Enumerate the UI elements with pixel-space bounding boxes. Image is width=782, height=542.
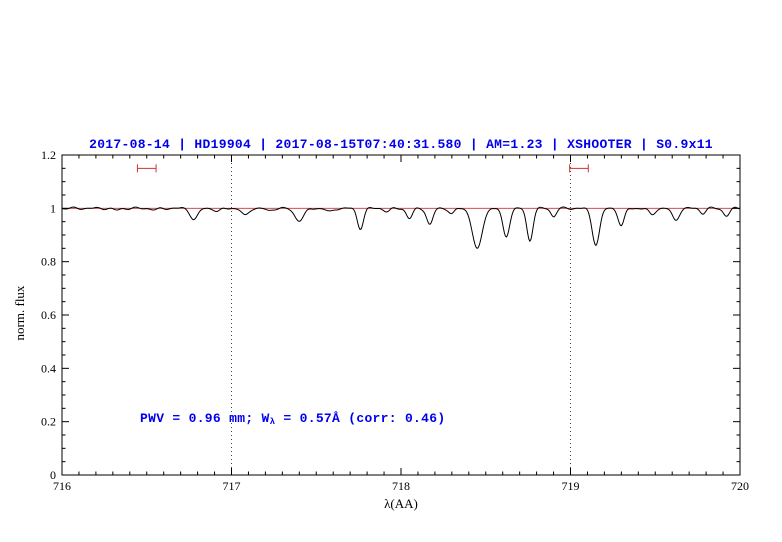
y-tick-label: 0.4 xyxy=(41,361,56,375)
pwv-annotation-subscript: λ xyxy=(269,417,276,427)
x-tick-label: 718 xyxy=(392,479,410,493)
x-tick-label: 720 xyxy=(731,479,749,493)
y-tick-label: 1.2 xyxy=(41,148,56,162)
x-axis-label: λ(AA) xyxy=(384,496,418,511)
y-axis-label: norm. flux xyxy=(12,285,27,341)
x-tick-label: 717 xyxy=(223,479,241,493)
y-tick-label: 0.2 xyxy=(41,415,56,429)
y-tick-label: 0.6 xyxy=(41,308,56,322)
y-tick-label: 0.8 xyxy=(41,255,56,269)
x-tick-label: 719 xyxy=(562,479,580,493)
spectrum-line xyxy=(61,206,740,249)
plot-title: 2017-08-14 | HD19904 | 2017-08-15T07:40:… xyxy=(89,137,713,152)
plot-frame xyxy=(61,154,741,476)
pwv-annotation: PWV = 0.96 mm; Wλ = 0.57Å (corr: 0.46) xyxy=(140,411,445,427)
y-tick-label: 0 xyxy=(50,468,56,482)
pwv-annotation-prefix: PWV = 0.96 mm; W xyxy=(140,411,270,426)
y-tick-label: 1 xyxy=(50,201,56,215)
x-tick-label: 716 xyxy=(53,479,71,493)
pwv-annotation-suffix: = 0.57Å (corr: 0.46) xyxy=(275,411,446,426)
